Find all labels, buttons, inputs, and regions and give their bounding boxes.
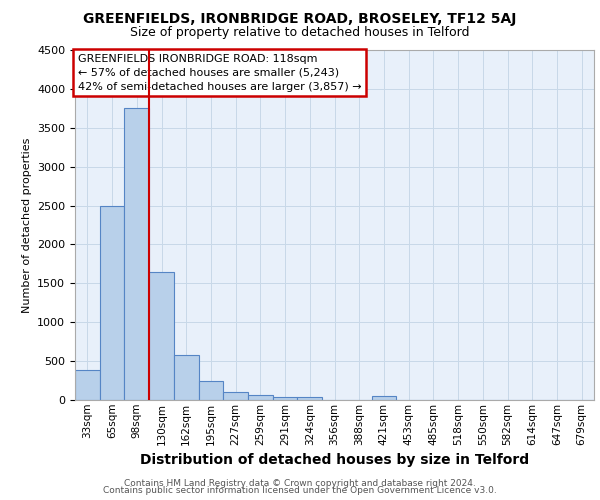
Text: Contains HM Land Registry data © Crown copyright and database right 2024.: Contains HM Land Registry data © Crown c… — [124, 478, 476, 488]
X-axis label: Distribution of detached houses by size in Telford: Distribution of detached houses by size … — [140, 453, 529, 467]
Bar — [248, 395, 273, 400]
Text: GREENFIELDS, IRONBRIDGE ROAD, BROSELEY, TF12 5AJ: GREENFIELDS, IRONBRIDGE ROAD, BROSELEY, … — [83, 12, 517, 26]
Bar — [100, 206, 124, 400]
Bar — [298, 397, 322, 400]
Text: Size of property relative to detached houses in Telford: Size of property relative to detached ho… — [130, 26, 470, 39]
Bar — [149, 272, 174, 400]
Bar — [199, 382, 223, 400]
Bar — [273, 396, 298, 400]
Bar — [75, 370, 100, 400]
Bar — [223, 392, 248, 400]
Text: GREENFIELDS IRONBRIDGE ROAD: 118sqm
← 57% of detached houses are smaller (5,243): GREENFIELDS IRONBRIDGE ROAD: 118sqm ← 57… — [77, 54, 361, 92]
Bar — [124, 108, 149, 400]
Y-axis label: Number of detached properties: Number of detached properties — [22, 138, 32, 312]
Text: Contains public sector information licensed under the Open Government Licence v3: Contains public sector information licen… — [103, 486, 497, 495]
Bar — [371, 396, 396, 400]
Bar — [174, 355, 199, 400]
